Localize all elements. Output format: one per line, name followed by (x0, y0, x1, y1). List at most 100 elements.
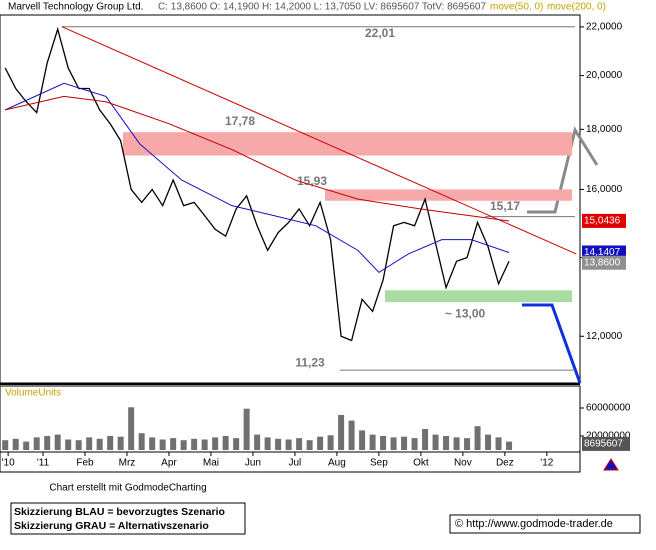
volume-bar (390, 437, 397, 450)
volume-tick-label: 60000000 (586, 403, 631, 414)
x-tick-label: Sep (370, 458, 388, 469)
y-tick-label: 12,0000 (586, 331, 623, 342)
volume-bar (285, 439, 292, 450)
copyright: © http://www.godmode-trader.de (455, 518, 613, 530)
ma-label: move(50, 0) (490, 2, 543, 13)
logo-icon (603, 458, 619, 471)
main-scenario (522, 303, 582, 384)
credit: Chart erstellt mit GodmodeCharting (49, 483, 206, 494)
volume-label: VolumeUnits (5, 388, 61, 399)
zone (385, 290, 572, 303)
volume-bar (191, 438, 198, 450)
ma-label: move(200, 0) (547, 2, 606, 13)
volume-bar (23, 441, 30, 450)
price-tag (582, 213, 626, 228)
x-tick-label: Nov (454, 458, 472, 469)
zone (123, 132, 572, 156)
chart-title: Marvell Technology Group Ltd. (8, 2, 143, 13)
volume-bar (348, 420, 355, 450)
price-line (5, 95, 510, 222)
x-tick-label: '12 (540, 458, 553, 469)
volume-bar (495, 437, 502, 450)
volume-bar (275, 438, 282, 450)
volume-tick-label: 20000000 (586, 431, 631, 442)
y-tick-label: 16,0000 (586, 184, 623, 195)
trendline (61, 26, 577, 255)
volume-bar (338, 414, 345, 450)
volume-bar (128, 407, 135, 450)
volume-bar (2, 440, 9, 450)
volume-bar (212, 437, 219, 450)
x-tick-label: '11 (37, 458, 50, 469)
volume-bar (264, 437, 271, 450)
volume-bar (75, 440, 82, 450)
volume-bar (170, 438, 177, 450)
price-tag-label: 15,0436 (584, 216, 621, 227)
volume-bar (149, 437, 156, 450)
volume-bar (180, 440, 187, 450)
volume-bar (86, 437, 93, 450)
volume-bar (117, 436, 124, 450)
copyright-box (449, 514, 641, 534)
x-tick-label: Mrz (119, 458, 136, 469)
volume-bar (453, 437, 460, 450)
note: Skizzierung GRAU = Alternativszenario (14, 520, 209, 532)
volume-bar (159, 439, 166, 450)
y-tick-label: 20,0000 (586, 70, 623, 81)
stats: C: 13,8600 O: 14,1900 H: 14,2000 L: 13,7… (158, 2, 486, 13)
volume-bar (243, 408, 250, 450)
volume-bar (464, 438, 471, 450)
volume-bar (12, 438, 19, 450)
volume-bar (138, 433, 145, 450)
level-label: 22,01 (365, 26, 395, 40)
volume-bar (474, 426, 481, 450)
x-tick-label: Feb (76, 458, 94, 469)
price-tag-label: 14,1407 (584, 247, 621, 258)
x-tick-label: Okt (413, 458, 429, 469)
volume-bar (33, 437, 40, 450)
volume-bar (254, 434, 261, 450)
volume-bar (107, 435, 114, 450)
volume-tag-label: 8695607 (584, 439, 623, 450)
x-tick-label: '10 (2, 458, 15, 469)
volume-bar (317, 436, 324, 450)
volume-bar (327, 435, 334, 450)
level-label: ~ 13,00 (445, 307, 486, 321)
volume-bar (96, 438, 103, 450)
notes-box (10, 502, 246, 535)
volume-bar (359, 430, 366, 450)
y-tick-label: 18,0000 (586, 124, 623, 135)
volume-bar (54, 434, 61, 450)
x-tick-label: Apr (161, 458, 177, 469)
alt-scenario (527, 126, 599, 214)
volume-bar (432, 434, 439, 450)
level-label: 11,23 (295, 355, 325, 369)
note: Skizzierung BLAU = bevorzugtes Szenario (14, 506, 225, 518)
price-line (5, 82, 510, 274)
level-label: 15,93 (297, 174, 327, 188)
volume-bar (380, 435, 387, 450)
price-line (4, 26, 510, 342)
volume-bar (222, 435, 229, 450)
volume-bar (443, 435, 450, 450)
volume-bar (422, 428, 429, 450)
y-tick-label: 22,0000 (586, 22, 623, 33)
volume-bar (65, 439, 72, 450)
volume-bar (44, 435, 51, 450)
x-tick-label: Jul (289, 458, 302, 469)
x-tick-label: Jun (245, 458, 261, 469)
volume-bar (296, 438, 303, 450)
level-label: 15,17 (490, 199, 520, 213)
x-tick-label: Dez (496, 458, 514, 469)
x-tick-label: Aug (328, 458, 346, 469)
volume-bar (401, 436, 408, 450)
zone (325, 189, 572, 201)
volume-bar (485, 434, 492, 450)
volume-bar (506, 441, 513, 450)
volume-bar (201, 439, 208, 450)
volume-bar (411, 438, 418, 450)
level-label: 17,78 (225, 114, 255, 128)
price-tag-label: 13,8600 (584, 257, 621, 268)
x-tick-label: Mai (203, 458, 219, 469)
